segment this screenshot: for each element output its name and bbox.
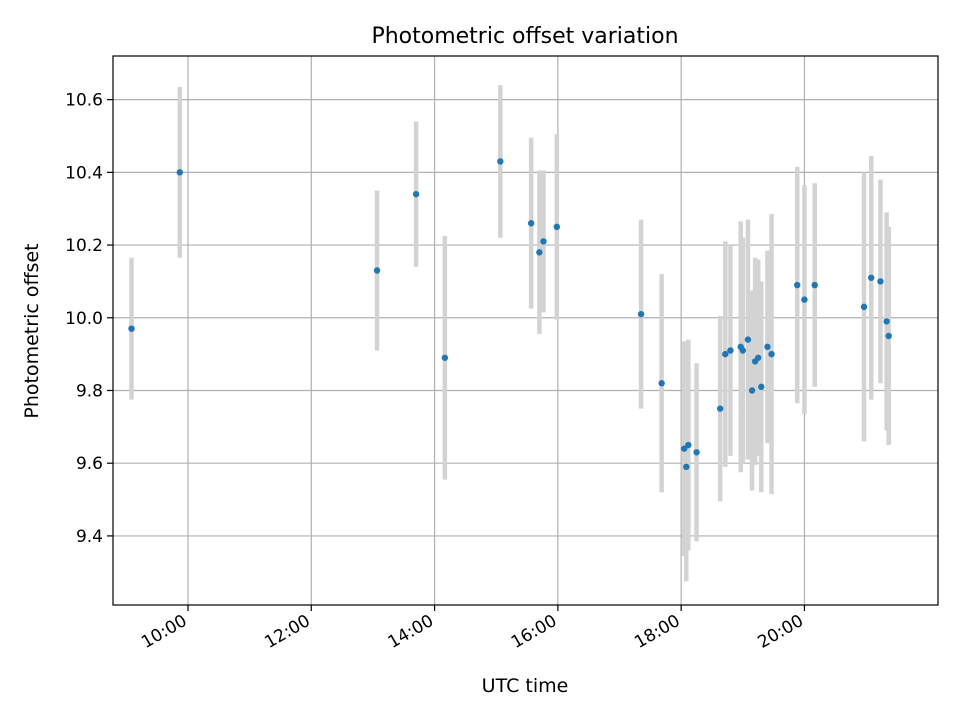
y-tick-label: 9.4: [76, 527, 103, 547]
data-point: [883, 318, 890, 325]
data-point: [128, 325, 135, 332]
data-point: [868, 274, 875, 281]
y-tick-label: 10.0: [65, 309, 103, 329]
data-point: [658, 380, 665, 387]
data-point: [685, 441, 692, 449]
data-point: [497, 158, 504, 165]
data-point: [412, 190, 420, 198]
y-tick-label: 10.6: [65, 91, 103, 111]
plot-area: [113, 56, 938, 605]
chart-title: Photometric offset variation: [371, 24, 678, 49]
data-point: [683, 463, 690, 471]
data-point: [540, 238, 547, 245]
data-point: [764, 343, 771, 351]
data-point: [536, 249, 543, 256]
x-axis-label: UTC time: [482, 675, 569, 697]
data-point: [739, 347, 746, 354]
y-axis-ticks: 9.4 9.6 9.8 10.0 10.2 10.4 10.6: [65, 91, 113, 547]
data-points: [128, 158, 892, 471]
data-point: [758, 383, 765, 391]
y-tick-label: 9.6: [76, 454, 103, 474]
data-point: [877, 278, 884, 285]
data-point: [744, 336, 752, 343]
y-tick-label: 10.4: [65, 163, 103, 183]
data-point: [441, 354, 449, 361]
data-point: [637, 310, 645, 318]
data-point: [527, 220, 535, 227]
y-axis-label: Photometric offset: [21, 243, 43, 418]
data-point: [860, 303, 868, 311]
data-point: [553, 223, 561, 231]
data-point: [748, 387, 756, 394]
data-point: [716, 405, 724, 412]
y-tick-label: 9.8: [76, 381, 103, 401]
plot-frame: [112, 55, 939, 606]
data-point: [693, 449, 700, 456]
data-point: [681, 445, 688, 452]
data-point: [811, 281, 818, 289]
y-tick-label: 10.2: [65, 236, 103, 256]
grid: [113, 56, 938, 605]
data-point: [768, 350, 775, 358]
data-point: [176, 169, 183, 176]
data-point: [885, 332, 892, 340]
data-point: [794, 281, 801, 289]
data-point: [373, 267, 381, 274]
data-point: [755, 354, 762, 361]
data-point: [727, 347, 734, 354]
data-point: [801, 296, 808, 303]
data-point: [722, 350, 729, 358]
